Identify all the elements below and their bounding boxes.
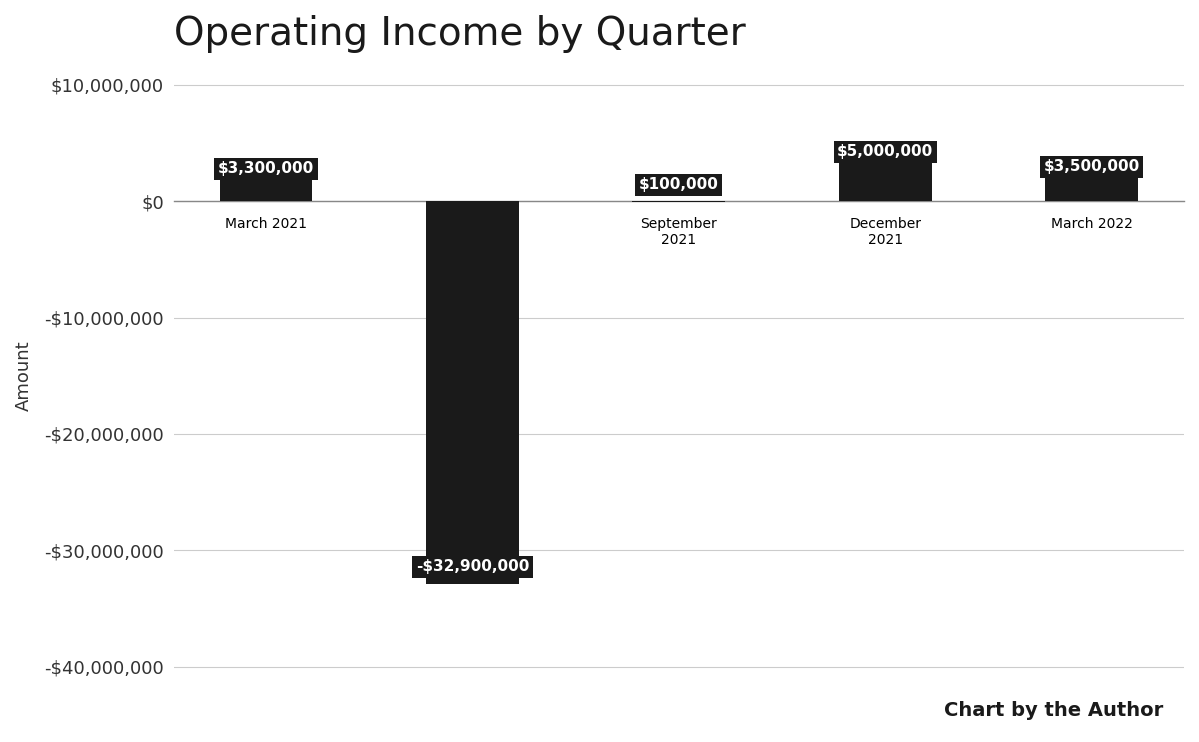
Bar xyxy=(839,143,932,201)
Text: $3,300,000: $3,300,000 xyxy=(218,161,314,176)
Bar xyxy=(632,201,725,203)
Text: $100,000: $100,000 xyxy=(639,177,718,192)
Bar xyxy=(1046,160,1138,201)
Y-axis label: Amount: Amount xyxy=(16,341,34,411)
Text: -$32,900,000: -$32,900,000 xyxy=(416,559,529,574)
Text: $3,500,000: $3,500,000 xyxy=(1043,160,1140,174)
Text: Chart by the Author: Chart by the Author xyxy=(944,700,1163,720)
Text: Operating Income by Quarter: Operating Income by Quarter xyxy=(174,15,746,53)
Text: $5,000,000: $5,000,000 xyxy=(837,145,933,160)
Bar xyxy=(219,163,313,201)
Bar xyxy=(426,201,519,584)
